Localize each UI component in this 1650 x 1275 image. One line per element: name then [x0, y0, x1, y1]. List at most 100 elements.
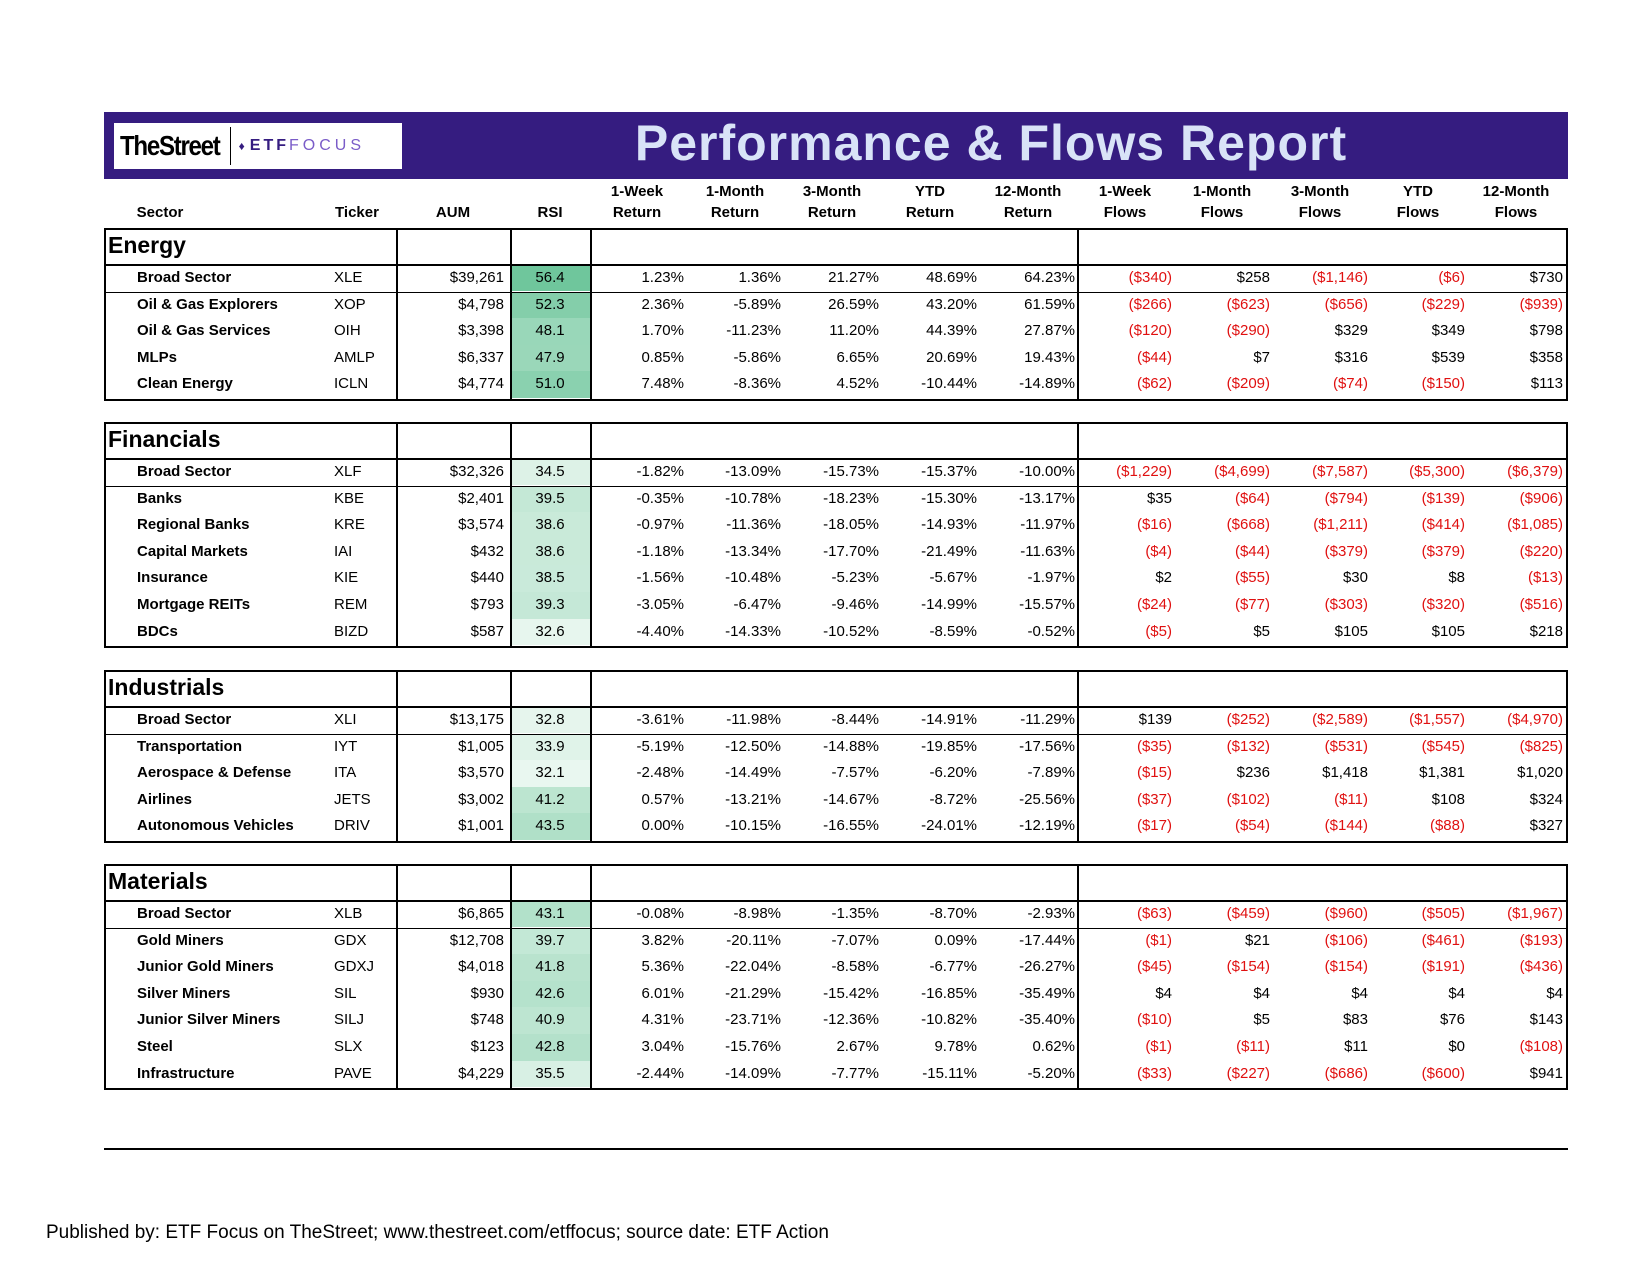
rsi-fill	[510, 813, 590, 840]
return-value: 1.70%	[641, 322, 684, 340]
return-value: -15.73%	[823, 463, 879, 480]
rsi-fill	[510, 371, 590, 398]
ticker: XOP	[334, 295, 366, 313]
flow-value: ($106)	[1324, 931, 1368, 949]
return-value: -15.42%	[823, 984, 879, 1002]
aum-value: $4,018	[458, 958, 504, 976]
ticker: SILJ	[334, 1011, 365, 1029]
flow-value: $1,381	[1419, 764, 1465, 782]
flow-value: $327	[1529, 817, 1563, 835]
flow-value: ($4,699)	[1214, 463, 1270, 480]
return-value: -2.44%	[636, 1064, 684, 1082]
flow-value: ($1)	[1145, 931, 1172, 949]
return-value: -13.34%	[725, 542, 781, 560]
return-value: -5.89%	[733, 295, 781, 313]
sector-name: Mortgage REITs	[137, 596, 251, 613]
return-value: -5.86%	[733, 348, 781, 366]
flow-value: $349	[1431, 322, 1465, 340]
flow-value: $316	[1334, 348, 1368, 366]
aum-value: $4,798	[458, 295, 504, 313]
rsi-fill	[510, 786, 590, 814]
return-value: -14.89%	[1019, 375, 1075, 393]
sector-name: Junior Gold Miners	[137, 958, 274, 976]
flow-value: $798	[1529, 322, 1563, 340]
logo-box: TheStreet ♦ ETFFOCUS	[114, 123, 402, 169]
aum-value: $587	[470, 622, 504, 640]
return-value: -15.30%	[921, 489, 977, 507]
return-value: -1.56%	[636, 569, 684, 587]
sector-name: Aerospace & Defense	[137, 764, 292, 782]
rsi-fill	[510, 618, 590, 646]
flow-value: ($2,589)	[1312, 711, 1368, 728]
return-value: 61.59%	[1024, 295, 1075, 313]
return-value: -7.89%	[1027, 764, 1075, 782]
flow-value: ($229)	[1421, 295, 1465, 313]
flow-value: ($461)	[1421, 931, 1465, 949]
logo-divider	[229, 127, 231, 165]
column-header-1m-return-line1: 1-Month	[705, 183, 765, 200]
section-title-divider	[104, 458, 1568, 460]
flow-value: ($505)	[1421, 905, 1465, 922]
ticker: DRIV	[334, 817, 370, 835]
flow-value: ($10)	[1136, 1011, 1172, 1029]
column-divider	[1077, 864, 1079, 1091]
flow-value: ($33)	[1136, 1064, 1172, 1082]
return-value: -17.56%	[1019, 737, 1075, 755]
rsi-fill	[510, 538, 590, 566]
flow-value: ($545)	[1421, 737, 1465, 755]
return-value: 0.00%	[641, 817, 684, 835]
column-header-1w-flows-line1: 1-Week	[1098, 183, 1152, 200]
flow-value: ($459)	[1226, 905, 1270, 922]
ticker: PAVE	[334, 1064, 372, 1082]
rsi-value: 34.5	[535, 463, 565, 480]
aum-value: $2,401	[458, 489, 504, 507]
return-value: -0.52%	[1027, 622, 1075, 640]
aum-value: $13,175	[449, 711, 504, 728]
return-value: -9.46%	[831, 596, 879, 613]
rsi-value: 33.9	[535, 737, 565, 755]
return-value: 0.85%	[641, 348, 684, 366]
logo-focus-text: FOCUS	[289, 137, 365, 154]
return-value: -13.21%	[725, 790, 781, 808]
return-value: 1.36%	[738, 269, 781, 286]
return-value: 20.69%	[926, 348, 977, 366]
return-value: -11.29%	[1020, 711, 1075, 728]
ticker: AMLP	[334, 348, 375, 366]
diamond-icon: ♦	[238, 139, 248, 153]
rsi-fill	[510, 565, 590, 592]
column-divider	[510, 422, 512, 649]
return-value: -21.49%	[921, 542, 977, 560]
column-header-sector: Sector	[136, 204, 184, 221]
column-header-3m-return-line1: 3-Month	[802, 183, 862, 200]
rsi-value: 42.6	[535, 984, 565, 1002]
flow-value: ($154)	[1226, 958, 1270, 976]
aum-value: $3,570	[458, 764, 504, 782]
flow-value: ($6,379)	[1507, 463, 1563, 480]
flow-value: $730	[1529, 269, 1563, 286]
section-title: Industrials	[108, 674, 225, 700]
flow-value: ($209)	[1226, 375, 1270, 393]
ticker: GDXJ	[334, 958, 375, 976]
sector-name: Transportation	[137, 737, 243, 755]
column-header-ytd-return: Return	[905, 204, 955, 221]
ticker: XLB	[334, 905, 363, 922]
return-value: -6.20%	[929, 764, 977, 782]
column-divider	[1077, 670, 1079, 843]
flow-value: ($139)	[1421, 489, 1465, 507]
column-header-12m-return-line1: 12-Month	[994, 183, 1062, 200]
sector-name: Gold Miners	[137, 931, 224, 949]
rsi-value: 35.5	[535, 1064, 565, 1082]
return-value: -10.44%	[921, 375, 977, 393]
flow-value: ($414)	[1421, 516, 1465, 534]
aum-value: $3,002	[458, 790, 504, 808]
rsi-value: 38.5	[535, 569, 565, 587]
ticker: SLX	[334, 1038, 363, 1055]
column-header-3m-return: Return	[807, 204, 857, 221]
return-value: -2.48%	[636, 764, 684, 782]
report-banner: TheStreet ♦ ETFFOCUS Performance & Flows …	[104, 112, 1568, 179]
ticker: KRE	[334, 516, 365, 534]
rsi-fill	[510, 900, 590, 927]
flow-value: ($132)	[1226, 737, 1270, 755]
ticker: KIE	[334, 569, 359, 587]
